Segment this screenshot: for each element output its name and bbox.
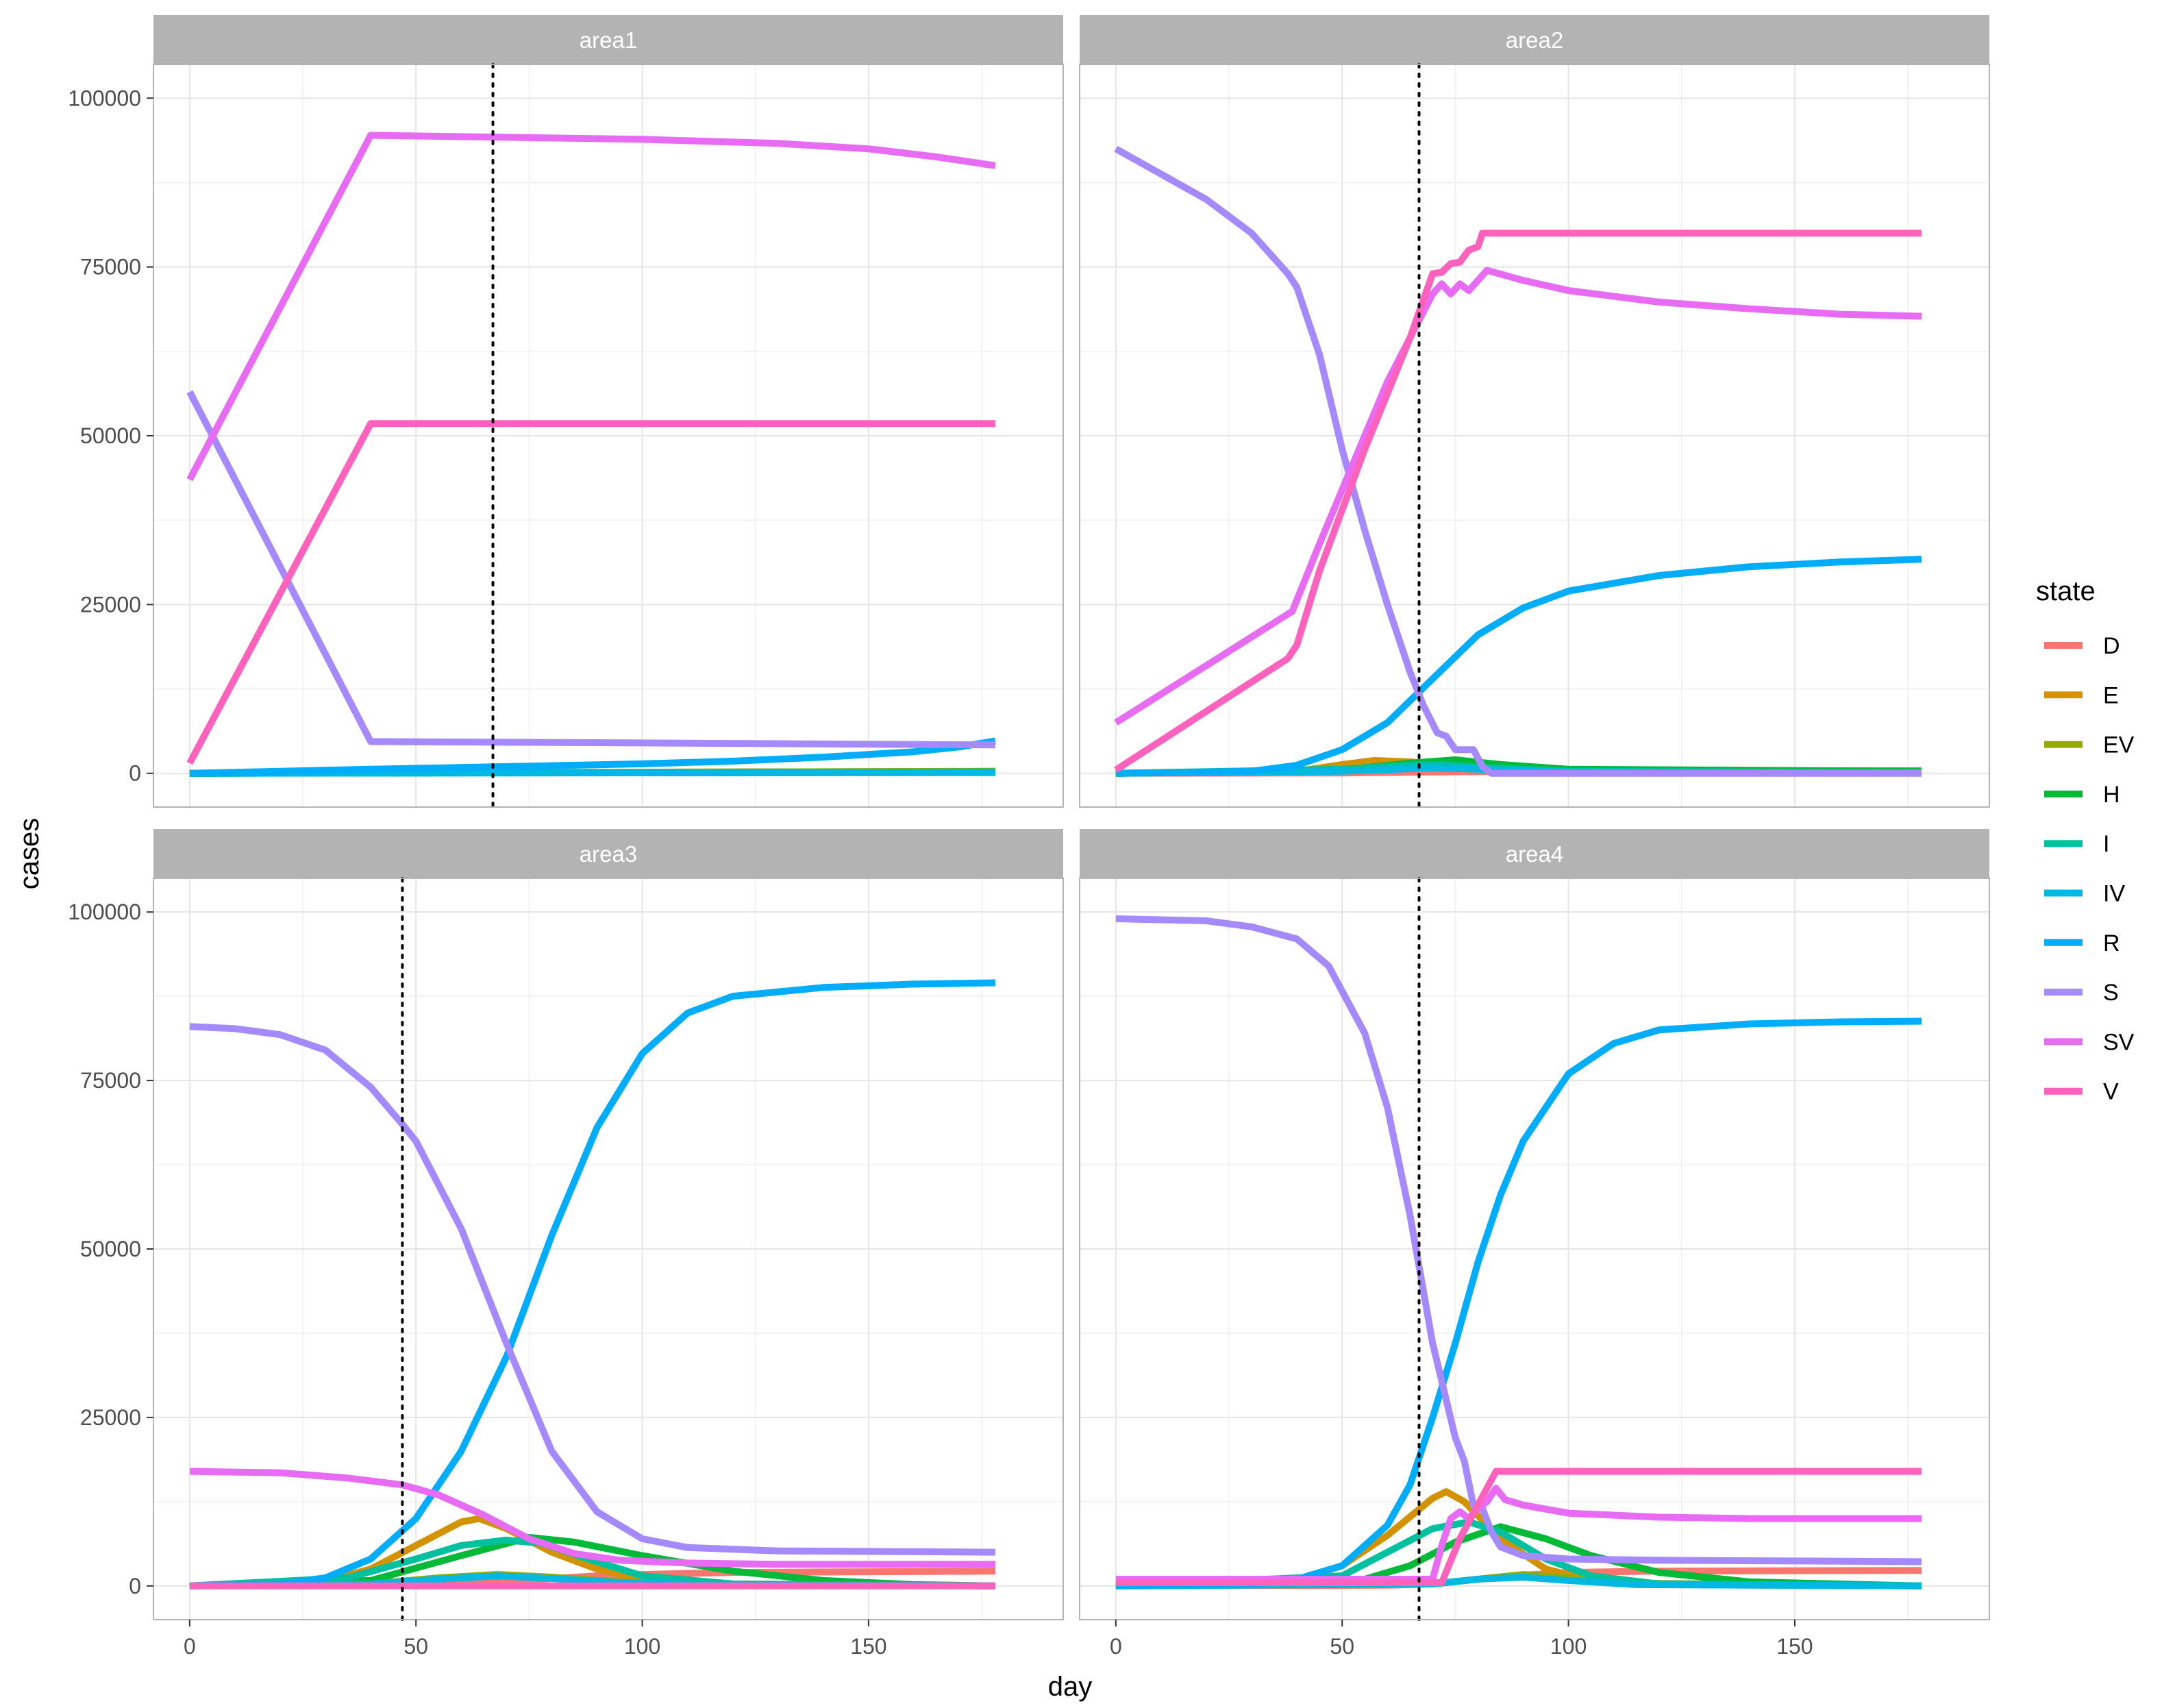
legend-item-D: D bbox=[2044, 633, 2120, 659]
x-tick-label: 50 bbox=[403, 1634, 428, 1659]
legend-label: H bbox=[2103, 782, 2120, 808]
y-tick-label: 75000 bbox=[80, 255, 141, 280]
facet-area1: area1 0 25000 50000 75000 100000 bbox=[68, 15, 1064, 808]
panel-border bbox=[1079, 878, 1990, 1620]
y-axis-title: cases bbox=[14, 818, 45, 890]
legend-label: E bbox=[2103, 682, 2119, 708]
legend-label: D bbox=[2103, 633, 2120, 659]
series-line-S bbox=[186, 390, 995, 749]
y-tick-label: 75000 bbox=[80, 1068, 141, 1093]
series-line-S bbox=[1114, 145, 1922, 777]
y-tick-label: 0 bbox=[129, 1574, 141, 1598]
y-tick-label: 100000 bbox=[68, 900, 141, 924]
series-lines bbox=[1114, 145, 1922, 777]
legend-label: EV bbox=[2103, 732, 2135, 758]
x-tick-label: 100 bbox=[624, 1634, 660, 1659]
legend: state DE EV HI IV RS SV V bbox=[2036, 576, 2135, 1105]
legend-label: S bbox=[2103, 980, 2119, 1006]
facet-strip-label: area1 bbox=[580, 27, 637, 53]
y-tick-label: 0 bbox=[129, 761, 141, 786]
x-tick-label: 150 bbox=[1776, 1634, 1813, 1659]
legend-label: I bbox=[2103, 831, 2109, 857]
legend-item-H: H bbox=[2044, 782, 2120, 808]
x-tick-label: 100 bbox=[1550, 1634, 1587, 1659]
series-line-SV bbox=[186, 132, 996, 482]
legend-item-SV: SV bbox=[2044, 1029, 2135, 1055]
series-line-S bbox=[189, 1023, 995, 1556]
legend-item-S: S bbox=[2044, 980, 2119, 1006]
legend-item-IV: IV bbox=[2044, 881, 2125, 907]
y-tick-label: 50000 bbox=[80, 423, 141, 448]
facet-panels: area1 0 25000 50000 75000 100000 area2 area3 0 25… bbox=[68, 15, 1990, 1659]
facet-strip-label: area4 bbox=[1506, 841, 1563, 867]
series-line-SV bbox=[189, 1468, 995, 1568]
facet-strip-label: area3 bbox=[580, 841, 637, 867]
legend-title: state bbox=[2036, 576, 2096, 606]
facet-area2: area2 bbox=[1079, 15, 1990, 808]
x-tick-label: 150 bbox=[850, 1634, 886, 1659]
legend-item-R: R bbox=[2044, 930, 2120, 956]
legend-label: V bbox=[2103, 1079, 2119, 1105]
x-axis-title: day bbox=[1048, 1672, 1093, 1702]
legend-item-E: E bbox=[2044, 682, 2119, 708]
series-line-S bbox=[1115, 915, 1922, 1565]
x-tick-label: 50 bbox=[1330, 1634, 1354, 1659]
facet-strip bbox=[153, 15, 1063, 64]
y-tick-label: 25000 bbox=[80, 592, 141, 617]
legend-item-EV: EV bbox=[2044, 732, 2135, 758]
panel-border bbox=[1079, 64, 1990, 808]
facet-strip bbox=[1080, 829, 1989, 878]
legend-item-I: I bbox=[2044, 831, 2109, 857]
series-line-SV bbox=[1115, 1485, 1922, 1583]
x-tick-label: 0 bbox=[184, 1634, 196, 1659]
facet-strip bbox=[1080, 15, 1989, 64]
series-line-SV bbox=[1114, 267, 1922, 726]
y-tick-label: 100000 bbox=[68, 86, 141, 110]
series-line-I bbox=[189, 1536, 995, 1589]
x-tick-label: 0 bbox=[1110, 1634, 1122, 1659]
legend-label: SV bbox=[2103, 1029, 2135, 1055]
series-lines bbox=[189, 979, 995, 1589]
facet-strip bbox=[153, 829, 1063, 878]
legend-label: R bbox=[2103, 930, 2120, 956]
legend-items: DE EV HI IV RS SV V bbox=[2044, 633, 2135, 1105]
series-lines bbox=[186, 132, 996, 777]
series-line-R bbox=[189, 979, 995, 1589]
series-line-R bbox=[1115, 556, 1922, 777]
facet-area4: area4 0 50 100 150 bbox=[1079, 829, 1990, 1659]
series-lines bbox=[1115, 915, 1922, 1589]
y-tick-label: 50000 bbox=[80, 1237, 141, 1261]
series-line-R bbox=[1115, 1017, 1922, 1589]
series-line-H bbox=[1115, 1523, 1922, 1589]
series-line-V bbox=[1114, 230, 1922, 773]
facet-strip-label: area2 bbox=[1506, 27, 1563, 53]
series-line-I bbox=[1115, 1518, 1922, 1589]
series-line-R bbox=[189, 737, 996, 777]
series-line-V bbox=[186, 420, 995, 765]
y-tick-label: 25000 bbox=[80, 1405, 141, 1430]
facet-area3: area3 0 25000 50000 75000 100000 0 50 100 150 bbox=[68, 829, 1064, 1659]
series-line-V bbox=[1115, 1468, 1922, 1586]
legend-label: IV bbox=[2103, 881, 2125, 907]
legend-item-V: V bbox=[2044, 1079, 2119, 1105]
